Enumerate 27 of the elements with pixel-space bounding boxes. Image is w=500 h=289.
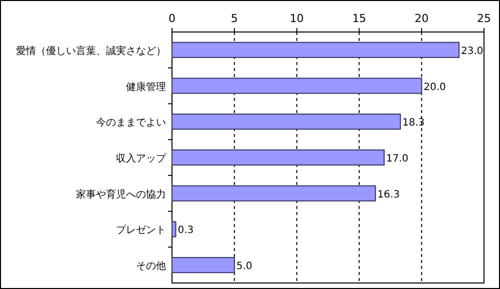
x-tick-label: 25 [477,12,491,25]
y-tick-label: 今のままでよい [96,116,166,129]
data-label: 20.0 [424,82,446,93]
bar [172,78,422,94]
data-label: 0.3 [178,225,194,236]
y-tick-label: 家事や育児への協力 [76,188,166,200]
y-tick-label: その他 [136,260,166,272]
x-tick-label: 15 [352,12,366,25]
y-tick-label: 愛情（優しい言葉、誠実さなど） [16,44,166,57]
bar [172,149,385,166]
x-tick-label: 10 [290,12,304,25]
data-label: 23.0 [461,46,484,57]
x-tick-label: 20 [414,12,429,25]
data-label: 17.0 [386,154,408,164]
y-tick-label: 健康管理 [126,80,166,93]
y-tick-label: 収入アップ [116,152,167,164]
bar [172,114,401,130]
data-label: 5.0 [236,261,252,272]
bar [172,42,460,58]
y-tick-label: プレゼント [116,224,166,236]
bar [172,221,176,238]
bar [172,257,235,274]
data-label: 18.3 [402,118,425,129]
x-tick-label: 5 [230,12,238,25]
x-tick-label: 0 [168,12,176,25]
data-label: 16.3 [377,189,400,200]
bar [172,185,376,202]
